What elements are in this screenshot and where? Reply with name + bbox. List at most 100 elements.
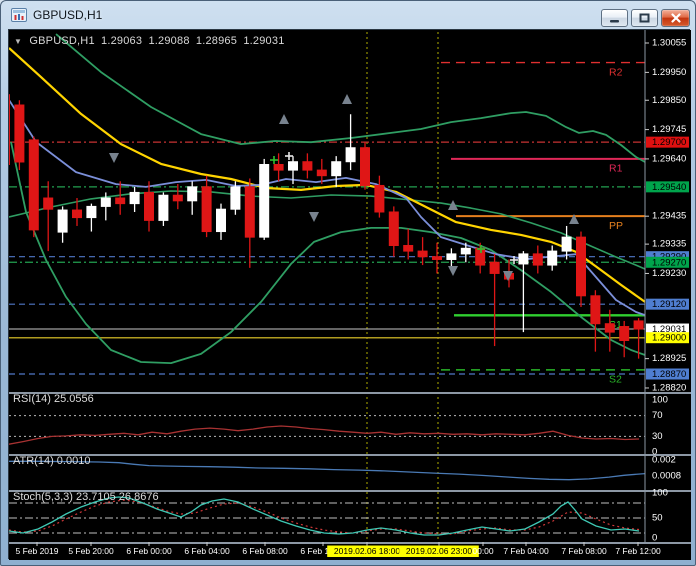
candle-body (201, 186, 212, 233)
candle-body (216, 208, 226, 233)
window-title: GBPUSD,H1 (33, 8, 103, 22)
candle-body (100, 197, 111, 207)
candle-body (432, 256, 442, 260)
candle-body (489, 261, 500, 274)
candle-body (460, 247, 471, 255)
down-arrow-icon (448, 266, 458, 276)
time-highlight-badge (399, 545, 479, 557)
pivot-label-r2: R2 (609, 66, 623, 78)
atr-scale-label: 0.002 (652, 455, 676, 466)
down-arrow-icon (503, 271, 513, 281)
chart-canvas[interactable]: R2R1PPS1S21.300551.299501.298501.297451.… (9, 30, 691, 560)
close-button[interactable] (661, 9, 690, 27)
candle-body (244, 186, 255, 238)
candle-body (388, 211, 399, 247)
stoch-scale-label: 100 (652, 488, 668, 499)
time-label: 00:00 (472, 546, 494, 556)
time-label: 6 Feb 04:00 (184, 546, 230, 556)
chart-window-icon (11, 8, 27, 22)
time-label: 6 Feb 08:00 (242, 546, 288, 556)
price-badge (646, 368, 689, 380)
price-tick-label: 1.29950 (652, 67, 686, 78)
time-label: 2019.02.06 18:00 (334, 546, 400, 556)
candle-body (259, 164, 270, 238)
rsi-scale-label: 100 (652, 395, 668, 406)
time-label: 7 Feb 08:00 (561, 546, 607, 556)
chart-background (9, 30, 691, 560)
candle-body (316, 169, 327, 177)
header-low: 1.28965 (195, 35, 238, 47)
up-arrow-icon (342, 94, 352, 104)
price-tick-label: 1.30055 (652, 38, 686, 49)
price-badge-label: 1.28870 (652, 369, 686, 380)
price-badge-label: 1.29031 (652, 324, 686, 335)
candle-body (187, 186, 198, 202)
atr-indicator-label: ATR(14) 0.0010 (13, 455, 91, 467)
time-label: 6 Feb 00:00 (126, 546, 172, 556)
rsi-indicator-label: RSI(14) 25.0556 (13, 393, 94, 405)
titlebar[interactable]: GBPUSD,H1 (1, 1, 695, 29)
pane-separator (9, 392, 691, 394)
price-badge-label: 1.29270 (652, 257, 686, 268)
candle-body (72, 209, 82, 219)
time-label: 6 Feb 12:00 (300, 546, 346, 556)
price-badge (646, 256, 689, 268)
candle-body (158, 194, 169, 221)
candle-body (532, 253, 543, 266)
candle-body (633, 320, 644, 330)
rsi-scale-label: 70 (652, 410, 663, 421)
price-badge-label: 1.29700 (652, 137, 686, 148)
up-arrow-icon (279, 114, 289, 124)
minimize-button[interactable] (601, 9, 628, 27)
price-badge (646, 298, 689, 310)
pane-separator (9, 490, 691, 492)
price-tick-label: 1.29640 (652, 153, 686, 164)
candle-body (547, 250, 558, 266)
candle-body (345, 147, 356, 163)
price-badge (646, 332, 689, 344)
symbol-dropdown-icon[interactable]: ▼ (14, 37, 23, 46)
candle-body (273, 164, 284, 171)
time-label: 2019.02.06 23:00 (406, 546, 472, 556)
price-badge-label: 1.29000 (652, 333, 686, 344)
candle-body (331, 161, 342, 177)
maximize-button[interactable] (631, 9, 658, 27)
rsi-line (9, 425, 640, 445)
candle-body (14, 104, 25, 163)
candle-body (604, 323, 615, 333)
rsi-scale-label: 30 (652, 431, 663, 442)
up-arrow-icon (569, 214, 579, 224)
candle-body (576, 236, 586, 297)
up-arrow-icon (448, 200, 458, 210)
pivot-label-s2: S2 (609, 374, 622, 386)
down-arrow-icon (309, 212, 319, 222)
candle-body (9, 94, 10, 166)
price-badge (646, 181, 689, 193)
stoch-signal-line (9, 499, 640, 535)
price-badge (646, 136, 689, 148)
time-label: 7 Feb 04:00 (503, 546, 549, 556)
price-badge-label: 1.29120 (652, 299, 686, 310)
candle-body (230, 186, 241, 210)
bollinger-upper (55, 33, 646, 163)
price-tick-label: 1.29435 (652, 211, 686, 222)
rsi-scale-label: 0 (652, 447, 657, 458)
window-controls (601, 9, 690, 27)
price-tick-label: 1.28820 (652, 382, 686, 393)
candle-body (446, 253, 457, 260)
candle-body (172, 194, 183, 202)
time-label: 5 Feb 2019 (15, 546, 58, 556)
header-open: 1.29063 (101, 35, 143, 47)
stoch-main-line (9, 496, 640, 536)
price-tick-label: 1.28925 (652, 353, 686, 364)
bollinger-lower (10, 141, 646, 365)
stoch-indicator-label: Stoch(5,3,3) 23.7105 26.8676 (13, 491, 159, 503)
stoch-scale-label: 0 (652, 533, 657, 544)
pane-separator (9, 542, 691, 544)
pivot-label-r1: R1 (609, 163, 623, 175)
pivot-label-pp: PP (609, 220, 623, 232)
price-badge-label: 1.29540 (652, 182, 686, 193)
candle-body (360, 147, 370, 186)
time-label: 5 Feb 20:00 (68, 546, 114, 556)
